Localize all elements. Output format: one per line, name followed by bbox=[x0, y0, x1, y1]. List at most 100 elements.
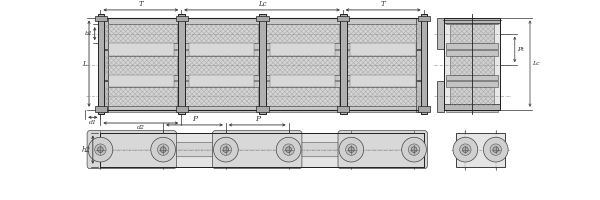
Circle shape bbox=[460, 144, 471, 155]
Bar bbox=[263, 81, 342, 87]
Circle shape bbox=[401, 137, 427, 162]
Text: P: P bbox=[192, 115, 197, 123]
Circle shape bbox=[88, 137, 113, 162]
Bar bbox=[182, 43, 261, 49]
Bar bbox=[344, 50, 422, 56]
Text: P: P bbox=[254, 115, 260, 123]
Bar bbox=[337, 106, 349, 112]
Bar bbox=[350, 43, 416, 56]
Bar bbox=[350, 75, 416, 87]
Circle shape bbox=[98, 147, 103, 152]
Bar bbox=[266, 87, 339, 106]
Text: Pt: Pt bbox=[517, 47, 523, 52]
Bar bbox=[344, 106, 422, 112]
Bar bbox=[256, 106, 269, 112]
Bar bbox=[347, 87, 420, 106]
Bar bbox=[418, 106, 430, 112]
Bar bbox=[104, 87, 178, 106]
Bar bbox=[182, 50, 261, 56]
Text: Lc: Lc bbox=[258, 0, 266, 8]
Bar bbox=[445, 18, 500, 23]
Bar bbox=[263, 50, 342, 56]
Bar bbox=[450, 56, 494, 75]
Text: b1: b1 bbox=[85, 31, 92, 36]
Bar bbox=[446, 50, 497, 56]
Bar bbox=[263, 43, 342, 49]
Bar bbox=[98, 14, 104, 114]
Circle shape bbox=[220, 144, 232, 155]
Bar bbox=[182, 106, 261, 112]
Circle shape bbox=[339, 137, 364, 162]
Bar bbox=[263, 18, 342, 24]
Bar bbox=[108, 43, 173, 56]
Bar bbox=[446, 43, 497, 49]
Bar bbox=[189, 75, 254, 87]
Bar bbox=[347, 56, 420, 75]
Bar bbox=[100, 81, 108, 112]
Bar bbox=[189, 43, 254, 56]
Bar bbox=[437, 81, 445, 112]
FancyBboxPatch shape bbox=[87, 131, 176, 169]
Circle shape bbox=[484, 137, 508, 162]
Circle shape bbox=[223, 147, 229, 152]
Bar bbox=[178, 14, 185, 114]
Bar bbox=[176, 106, 188, 112]
Bar bbox=[185, 87, 258, 106]
Bar bbox=[101, 43, 180, 49]
FancyBboxPatch shape bbox=[338, 131, 427, 169]
Bar bbox=[269, 43, 335, 56]
Circle shape bbox=[411, 147, 417, 152]
Bar bbox=[100, 50, 108, 80]
FancyBboxPatch shape bbox=[299, 143, 341, 157]
Circle shape bbox=[157, 144, 169, 155]
Bar bbox=[416, 50, 424, 80]
Text: L: L bbox=[82, 60, 86, 68]
Bar bbox=[108, 75, 173, 87]
Bar bbox=[450, 87, 494, 106]
Bar bbox=[344, 75, 422, 80]
Circle shape bbox=[286, 147, 292, 152]
Bar bbox=[259, 14, 266, 114]
Circle shape bbox=[151, 137, 176, 162]
Bar bbox=[450, 24, 494, 43]
Bar bbox=[446, 106, 497, 112]
Circle shape bbox=[453, 137, 478, 162]
Bar bbox=[182, 81, 261, 87]
Bar bbox=[101, 81, 180, 87]
Bar bbox=[266, 56, 339, 75]
Bar bbox=[421, 14, 427, 114]
Bar bbox=[266, 24, 339, 43]
Bar bbox=[101, 50, 180, 56]
Circle shape bbox=[346, 144, 357, 155]
Bar bbox=[101, 18, 180, 24]
Bar bbox=[337, 16, 349, 21]
Circle shape bbox=[493, 147, 499, 152]
Circle shape bbox=[349, 147, 354, 152]
Bar bbox=[446, 18, 497, 24]
Circle shape bbox=[276, 137, 301, 162]
Bar bbox=[263, 75, 342, 80]
Bar bbox=[445, 104, 500, 110]
Bar bbox=[344, 81, 422, 87]
Bar bbox=[344, 43, 422, 49]
Bar bbox=[176, 16, 188, 21]
Text: T: T bbox=[381, 0, 385, 8]
Bar bbox=[347, 24, 420, 43]
Bar bbox=[340, 14, 347, 114]
Bar bbox=[100, 133, 424, 167]
Circle shape bbox=[95, 144, 106, 155]
Bar bbox=[185, 56, 258, 75]
Text: h2: h2 bbox=[82, 146, 91, 154]
Bar bbox=[101, 75, 180, 80]
FancyBboxPatch shape bbox=[361, 143, 404, 157]
Bar bbox=[445, 18, 500, 110]
Bar bbox=[101, 106, 180, 112]
Bar bbox=[344, 18, 422, 24]
Bar bbox=[104, 24, 178, 43]
Bar bbox=[95, 106, 107, 112]
Circle shape bbox=[160, 147, 166, 152]
Bar bbox=[182, 18, 261, 24]
Circle shape bbox=[214, 137, 238, 162]
FancyBboxPatch shape bbox=[173, 143, 216, 157]
Bar bbox=[256, 16, 269, 21]
